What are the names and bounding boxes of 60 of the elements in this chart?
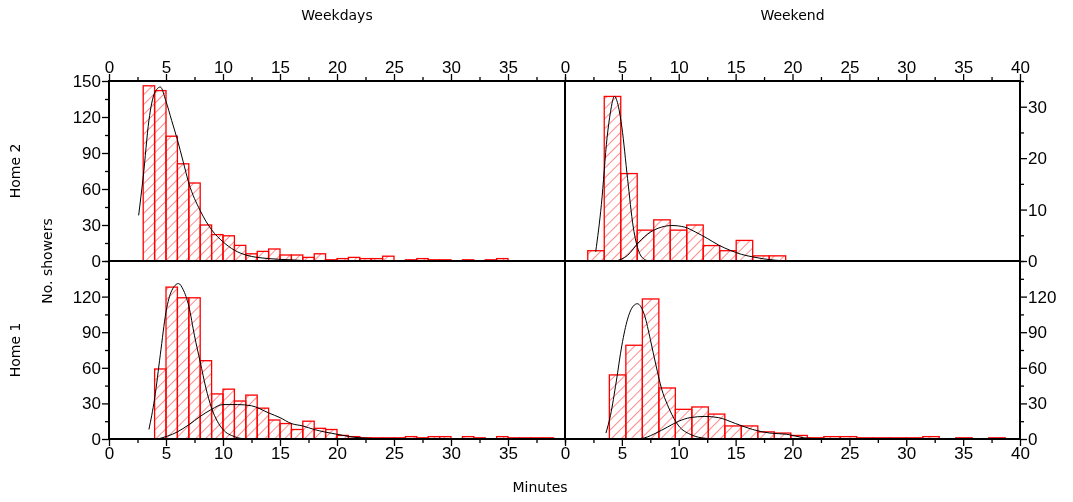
y-axis-title: Home 1 <box>7 322 23 378</box>
x-tick-label: 5 <box>161 58 172 77</box>
x-tick-label: 35 <box>499 444 518 464</box>
x-tick-label: 35 <box>499 58 518 77</box>
x-tick-label: 35 <box>954 444 974 464</box>
y-tick-label: 120 <box>72 107 101 127</box>
x-tick-label: 10 <box>214 58 233 77</box>
x-tick-label: 0 <box>104 444 115 464</box>
x-tick-label: 0 <box>104 58 115 77</box>
x-tick-label: 35 <box>954 58 974 77</box>
x-tick-label: 40 <box>1011 444 1030 464</box>
x-tick-label: 25 <box>840 444 860 464</box>
y-tick-label: 30 <box>82 215 101 235</box>
y-tick-label: 120 <box>72 287 101 307</box>
y-tick-label: 10 <box>1028 200 1047 220</box>
x-tick-label: 5 <box>617 58 628 77</box>
y-tick-label: 0 <box>91 429 101 449</box>
y-tick-label: 20 <box>1028 149 1047 169</box>
x-tick-label: 5 <box>617 444 628 464</box>
x-tick-label: 0 <box>560 58 571 77</box>
x-tick-label: 20 <box>328 58 347 77</box>
y-tick-label: 0 <box>1028 429 1038 449</box>
y-tick-label: 90 <box>1028 323 1047 343</box>
x-tick-label: 20 <box>783 58 803 77</box>
chart-title: Weekend <box>760 7 825 23</box>
x-tick-label: 25 <box>840 58 860 77</box>
y-tick-label: 0 <box>91 251 101 271</box>
chart-title: Weekdays <box>301 7 373 23</box>
y-tick-label: 60 <box>1028 358 1047 378</box>
x-tick-label: 15 <box>271 444 290 464</box>
x-tick-label: 20 <box>328 444 347 464</box>
y-tick-label: 60 <box>82 358 101 378</box>
y-tick-label: 120 <box>1028 287 1057 307</box>
x-tick-label: 10 <box>214 444 233 464</box>
x-tick-label: 25 <box>385 58 404 77</box>
x-tick-label: 10 <box>669 58 689 77</box>
x-tick-label: 15 <box>726 58 746 77</box>
x-tick-label: 10 <box>669 444 689 464</box>
x-tick-label: 30 <box>897 444 917 464</box>
x-tick-label: 30 <box>442 58 461 77</box>
x-tick-label: 5 <box>161 444 172 464</box>
y-tick-label: 0 <box>1028 251 1038 271</box>
x-tick-label: 30 <box>897 58 917 77</box>
x-tick-label: 15 <box>726 444 746 464</box>
y-tick-label: 150 <box>72 71 101 91</box>
y-tick-label: 90 <box>82 143 101 163</box>
x-tick-label: 40 <box>1011 58 1030 77</box>
x-tick-label: 20 <box>783 444 803 464</box>
x-tick-label: 30 <box>442 444 461 464</box>
y-tick-label: 30 <box>82 394 101 414</box>
x-tick-label: 15 <box>271 58 290 77</box>
x-tick-label: 25 <box>385 444 404 464</box>
x-axis-title: Minutes <box>512 479 568 495</box>
x-tick-label: 0 <box>560 444 571 464</box>
y-tick-label: 30 <box>1028 97 1047 117</box>
y-tick-label: 30 <box>1028 394 1047 414</box>
y-tick-label: 90 <box>82 323 101 343</box>
y-axis-title: Home 2 <box>7 143 23 199</box>
y-tick-label: 60 <box>82 179 101 199</box>
text: No. showers <box>39 218 55 304</box>
